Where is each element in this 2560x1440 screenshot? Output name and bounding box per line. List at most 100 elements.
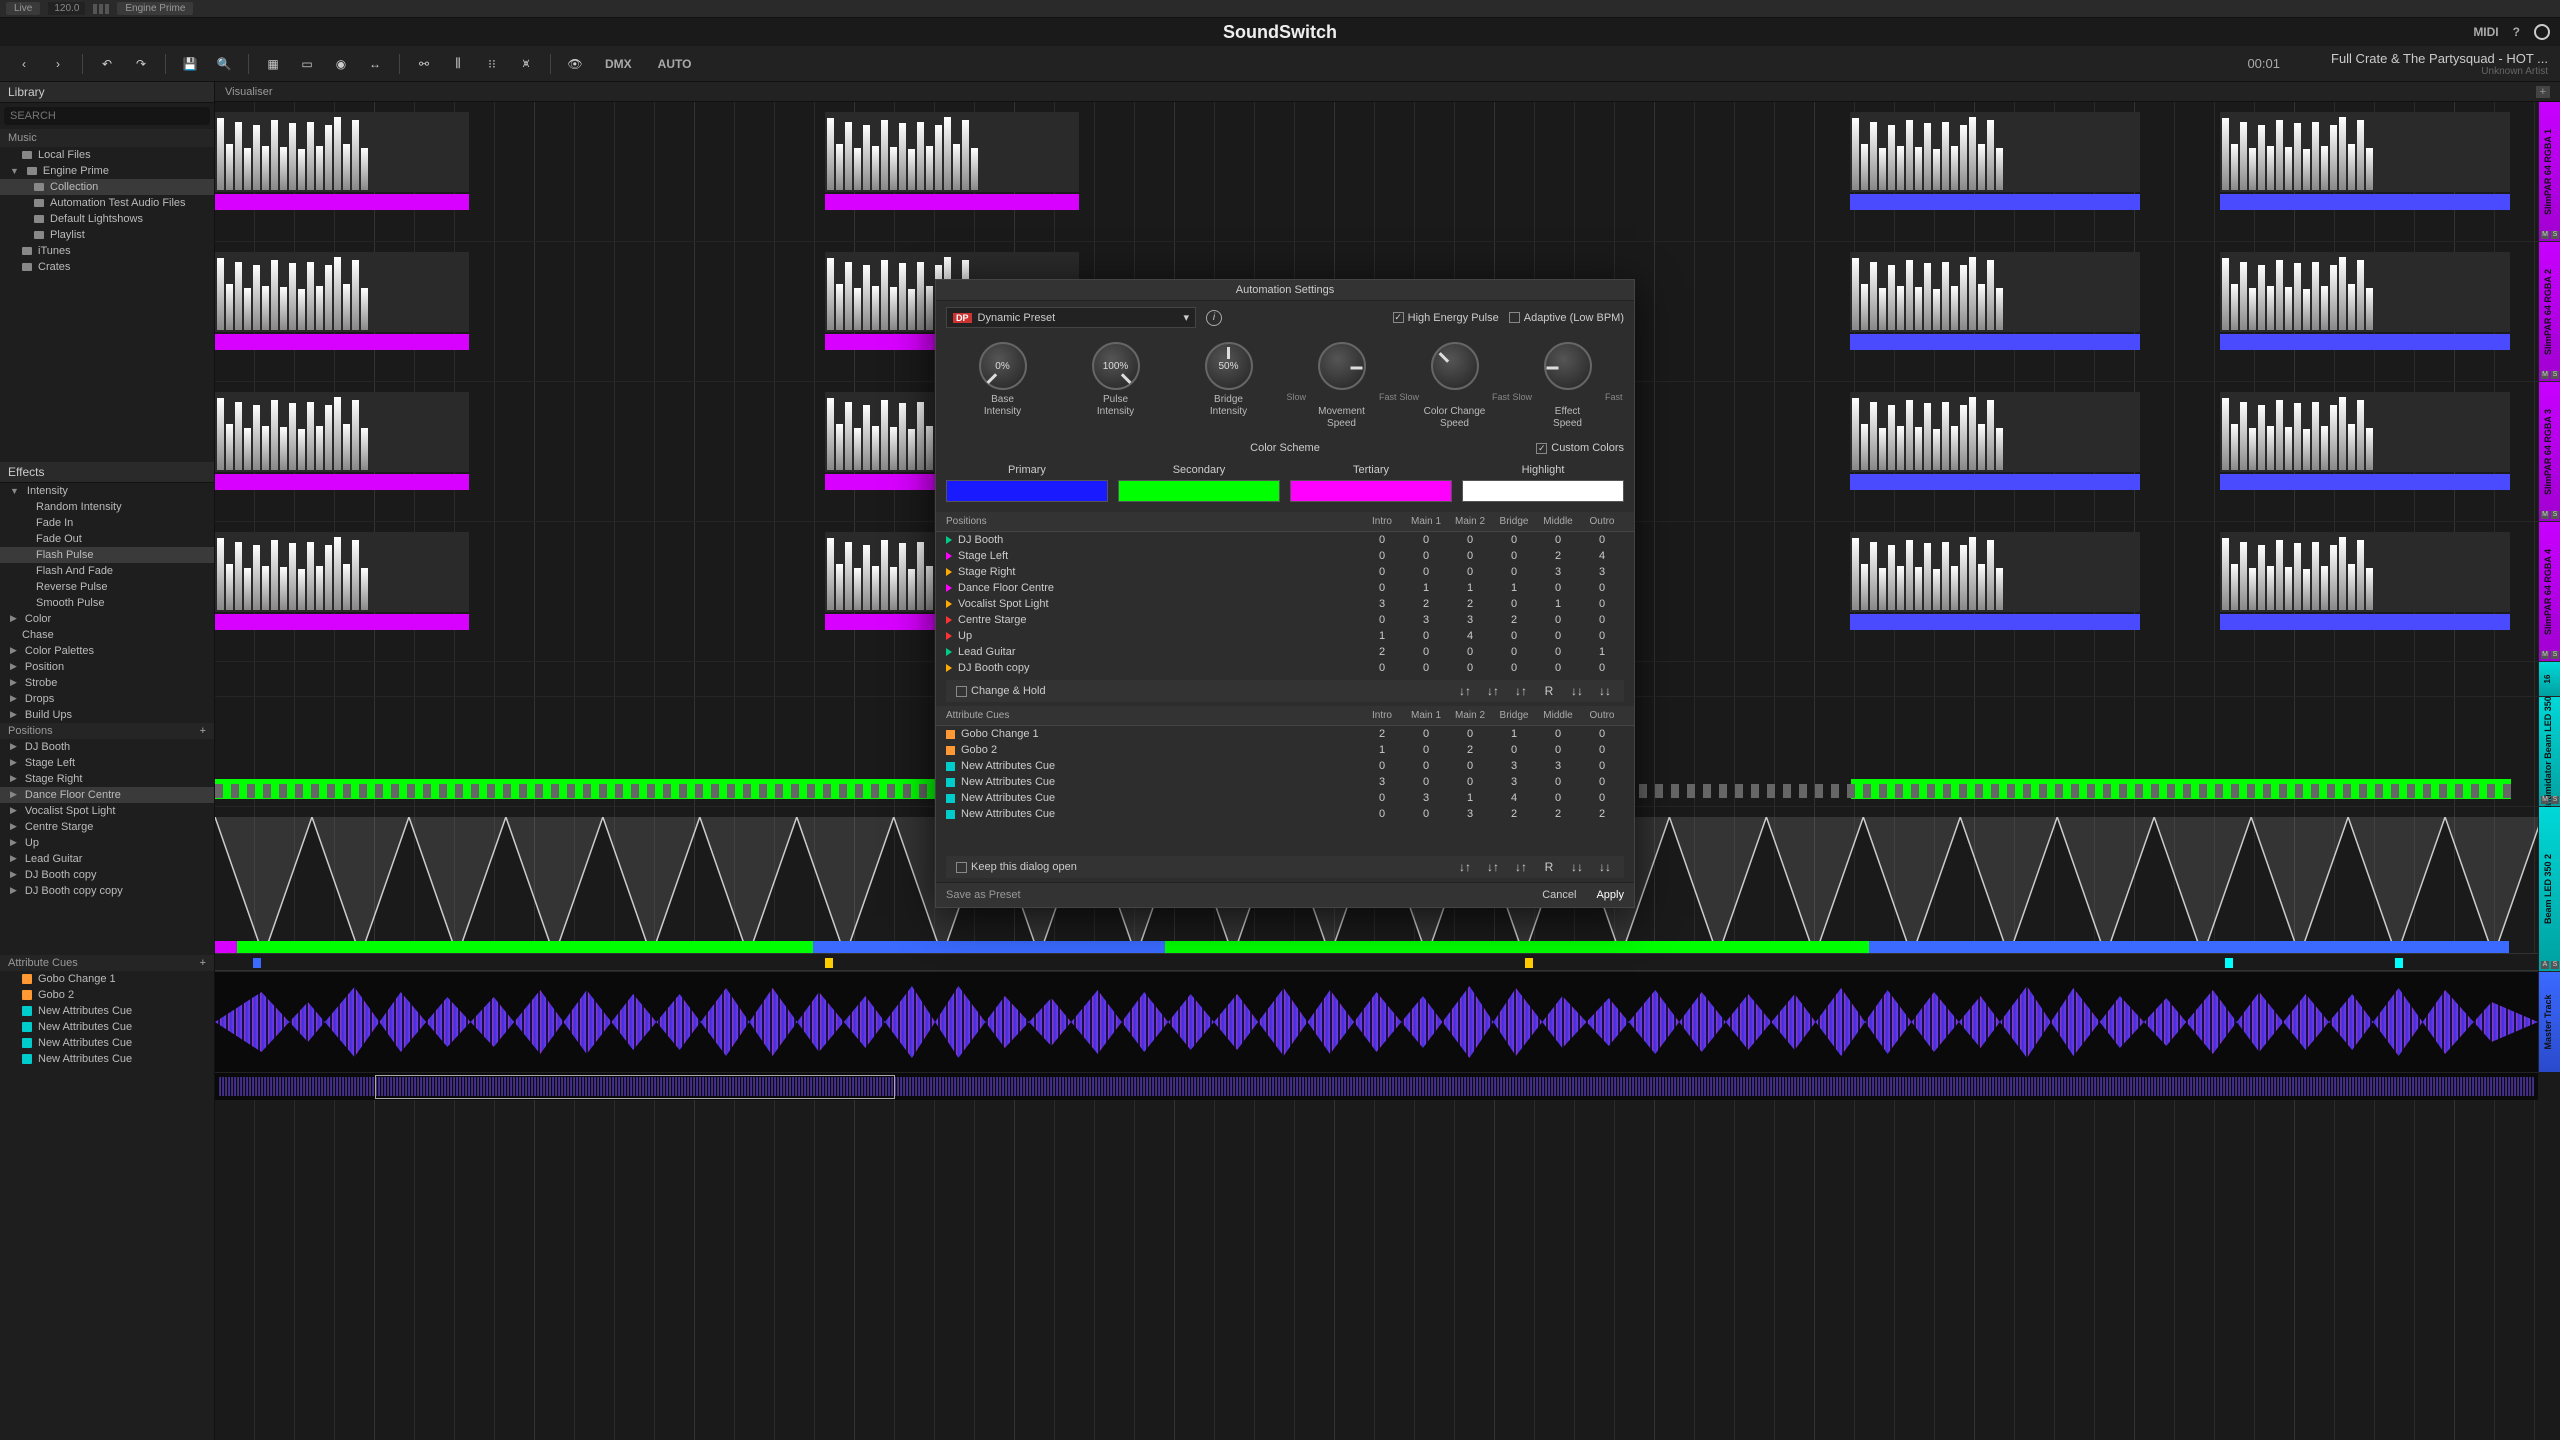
attrcue-item[interactable]: New Attributes Cue bbox=[0, 1019, 214, 1035]
effect-item[interactable]: ▼Intensity bbox=[0, 483, 214, 499]
effect-item[interactable]: ▶Strobe bbox=[0, 675, 214, 691]
globe-icon[interactable]: ◉ bbox=[327, 50, 355, 78]
position-item[interactable]: ▶Vocalist Spot Light bbox=[0, 803, 214, 819]
position-row[interactable]: Stage Right000033 bbox=[946, 564, 1624, 580]
snap-icon[interactable]: ▭ bbox=[293, 50, 321, 78]
arrow-button[interactable]: ↓↑ bbox=[1456, 684, 1474, 698]
keep-open-check[interactable]: Keep this dialog open bbox=[956, 861, 1077, 873]
cell[interactable]: 0 bbox=[1404, 760, 1448, 772]
effect-item[interactable]: Reverse Pulse bbox=[0, 579, 214, 595]
arrow-button[interactable]: ↓↑ bbox=[1484, 684, 1502, 698]
position-item[interactable]: ▶DJ Booth copy copy bbox=[0, 883, 214, 899]
cell[interactable]: 0 bbox=[1580, 630, 1624, 642]
position-row[interactable]: DJ Booth000000 bbox=[946, 532, 1624, 548]
cancel-button[interactable]: Cancel bbox=[1542, 889, 1576, 901]
cell[interactable]: 0 bbox=[1492, 598, 1536, 610]
cell[interactable]: 3 bbox=[1360, 776, 1404, 788]
cell[interactable]: 0 bbox=[1448, 728, 1492, 740]
cell[interactable]: 0 bbox=[1404, 534, 1448, 546]
cell[interactable]: 3 bbox=[1404, 792, 1448, 804]
add-position[interactable]: + bbox=[200, 725, 206, 737]
cell[interactable]: 0 bbox=[1536, 582, 1580, 594]
library-item[interactable]: ▼Engine Prime bbox=[0, 163, 214, 179]
cell[interactable]: 0 bbox=[1448, 760, 1492, 772]
adaptive-check[interactable]: Adaptive (Low BPM) bbox=[1509, 312, 1624, 324]
attrcue-item[interactable]: New Attributes Cue bbox=[0, 1051, 214, 1067]
cell[interactable]: 0 bbox=[1492, 566, 1536, 578]
attrcue-item[interactable]: New Attributes Cue bbox=[0, 1035, 214, 1051]
cell[interactable]: 2 bbox=[1536, 808, 1580, 820]
effect-item[interactable]: ▶Color bbox=[0, 611, 214, 627]
effect-item[interactable]: Fade In bbox=[0, 515, 214, 531]
arrow-button[interactable]: ↓↑ bbox=[1512, 684, 1530, 698]
link-icon[interactable]: ⚯ bbox=[410, 50, 438, 78]
library-item[interactable]: Crates bbox=[0, 259, 214, 275]
position-row[interactable]: Up104000 bbox=[946, 628, 1624, 644]
cell[interactable]: 0 bbox=[1448, 566, 1492, 578]
cell[interactable]: 0 bbox=[1448, 534, 1492, 546]
library-item[interactable]: Automation Test Audio Files bbox=[0, 195, 214, 211]
position-row[interactable]: Stage Left000024 bbox=[946, 548, 1624, 564]
visualiser-label[interactable]: Visualiser bbox=[225, 86, 273, 98]
cell[interactable]: 0 bbox=[1580, 662, 1624, 674]
apply-button[interactable]: Apply bbox=[1596, 889, 1624, 901]
cell[interactable]: 3 bbox=[1492, 776, 1536, 788]
cell[interactable]: 2 bbox=[1360, 646, 1404, 658]
position-item[interactable]: ▶DJ Booth bbox=[0, 739, 214, 755]
cell[interactable]: 0 bbox=[1536, 614, 1580, 626]
attrcue-item[interactable]: Gobo Change 1 bbox=[0, 971, 214, 987]
cell[interactable]: 0 bbox=[1580, 582, 1624, 594]
effect-item[interactable]: ▶Build Ups bbox=[0, 707, 214, 723]
cell[interactable]: 0 bbox=[1492, 646, 1536, 658]
knob[interactable] bbox=[1431, 342, 1479, 390]
cell[interactable]: 1 bbox=[1448, 582, 1492, 594]
back-button[interactable]: ‹ bbox=[10, 50, 38, 78]
cell[interactable]: 2 bbox=[1536, 550, 1580, 562]
cell[interactable]: 4 bbox=[1448, 630, 1492, 642]
cell[interactable]: 2 bbox=[1404, 598, 1448, 610]
cell[interactable]: 2 bbox=[1448, 744, 1492, 756]
save-button[interactable]: 💾 bbox=[176, 50, 204, 78]
cell[interactable]: 0 bbox=[1404, 662, 1448, 674]
arrow-button[interactable]: ↓↑ bbox=[1512, 860, 1530, 874]
cell[interactable]: 0 bbox=[1360, 662, 1404, 674]
cell[interactable]: 0 bbox=[1404, 646, 1448, 658]
cell[interactable]: 0 bbox=[1580, 728, 1624, 740]
forward-button[interactable]: › bbox=[44, 50, 72, 78]
position-row[interactable]: DJ Booth copy000000 bbox=[946, 660, 1624, 676]
attrcue-row[interactable]: New Attributes Cue000330 bbox=[946, 758, 1624, 774]
knob[interactable]: 50% bbox=[1205, 342, 1253, 390]
position-row[interactable]: Centre Starge033200 bbox=[946, 612, 1624, 628]
waveform-icon[interactable]: ⩙ bbox=[512, 50, 540, 78]
cell[interactable]: 3 bbox=[1536, 566, 1580, 578]
change-hold-check[interactable]: Change & Hold bbox=[956, 685, 1046, 697]
search-input[interactable] bbox=[4, 107, 210, 125]
attrcue-row[interactable]: New Attributes Cue031400 bbox=[946, 790, 1624, 806]
cell[interactable]: 2 bbox=[1360, 728, 1404, 740]
cell[interactable]: 0 bbox=[1580, 614, 1624, 626]
add-attrcue[interactable]: + bbox=[200, 957, 206, 969]
cell[interactable]: 0 bbox=[1536, 630, 1580, 642]
arrow-button[interactable]: ↓↑ bbox=[1484, 860, 1502, 874]
effect-item[interactable]: ▶Position bbox=[0, 659, 214, 675]
cell[interactable]: 0 bbox=[1360, 550, 1404, 562]
effect-item[interactable]: Flash And Fade bbox=[0, 563, 214, 579]
cell[interactable]: 0 bbox=[1492, 662, 1536, 674]
save-preset-link[interactable]: Save as Preset bbox=[946, 889, 1021, 901]
redo-button[interactable]: ↷ bbox=[127, 50, 155, 78]
cell[interactable]: 3 bbox=[1448, 614, 1492, 626]
cell[interactable]: 3 bbox=[1448, 808, 1492, 820]
knob[interactable] bbox=[1318, 342, 1366, 390]
cell[interactable]: 0 bbox=[1360, 792, 1404, 804]
knob[interactable]: 100% bbox=[1092, 342, 1140, 390]
cell[interactable]: 0 bbox=[1536, 776, 1580, 788]
cell[interactable]: 0 bbox=[1448, 550, 1492, 562]
cell[interactable]: 1 bbox=[1492, 728, 1536, 740]
minimap-window[interactable] bbox=[375, 1075, 895, 1099]
preset-dropdown[interactable]: DP Dynamic Preset ▾ bbox=[946, 307, 1196, 328]
arrow-button[interactable]: ↓↓ bbox=[1596, 684, 1614, 698]
cell[interactable]: 3 bbox=[1492, 760, 1536, 772]
library-item[interactable]: Collection bbox=[0, 179, 214, 195]
library-item[interactable]: iTunes bbox=[0, 243, 214, 259]
length-icon[interactable]: ↔ bbox=[361, 50, 389, 78]
